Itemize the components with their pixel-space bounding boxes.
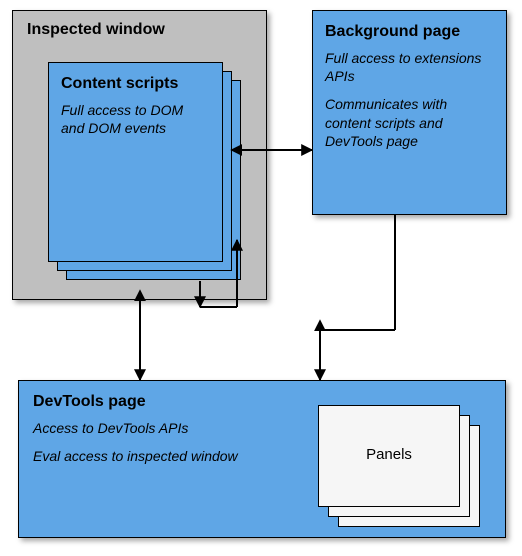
content-scripts-title: Content scripts xyxy=(61,75,210,93)
background-page-body-line2: Communicates with content scripts and De… xyxy=(325,95,494,150)
panels-label: Panels xyxy=(318,446,460,463)
background-page-body: Full access to extensions APIs Communica… xyxy=(325,49,494,150)
content-scripts-box: Content scripts Full access to DOM and D… xyxy=(48,62,223,262)
background-page-body-line1: Full access to extensions APIs xyxy=(325,49,494,85)
diagram-stage: Inspected window Content scripts Full ac… xyxy=(0,0,522,556)
background-page-box: Background page Full access to extension… xyxy=(312,10,507,215)
content-scripts-body-line: Full access to DOM and DOM events xyxy=(61,101,210,137)
content-scripts-body: Full access to DOM and DOM events xyxy=(61,101,210,137)
background-page-title: Background page xyxy=(325,23,494,41)
inspected-window-title: Inspected window xyxy=(27,21,252,39)
